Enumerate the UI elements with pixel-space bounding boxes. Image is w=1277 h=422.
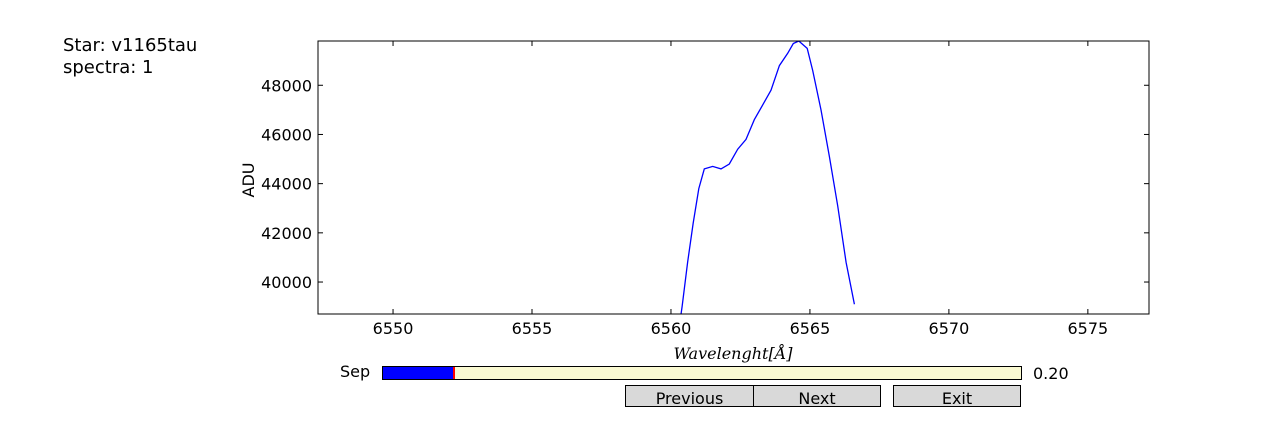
x-tick-label: 6565 bbox=[790, 319, 831, 338]
x-tick-label: 6570 bbox=[929, 319, 970, 338]
spectrum-line bbox=[680, 41, 856, 314]
y-tick-label: 48000 bbox=[261, 76, 312, 95]
x-tick-label: 6575 bbox=[1067, 319, 1108, 338]
y-tick-label: 44000 bbox=[261, 175, 312, 194]
x-tick-label: 6560 bbox=[651, 319, 692, 338]
y-tick-label: 46000 bbox=[261, 125, 312, 144]
sep-slider-label: Sep bbox=[340, 362, 371, 381]
sep-slider-handle[interactable] bbox=[453, 367, 455, 379]
sep-slider-fill bbox=[383, 367, 454, 379]
x-axis-label: Wavelenght[Å] bbox=[673, 343, 793, 363]
exit-button[interactable]: Exit bbox=[893, 385, 1021, 408]
x-tick-label: 6550 bbox=[373, 319, 414, 338]
y-tick-label: 42000 bbox=[261, 224, 312, 243]
x-tick-label: 6555 bbox=[512, 319, 553, 338]
next-button[interactable]: Next bbox=[753, 385, 881, 408]
y-axis-label: ADU bbox=[239, 163, 258, 198]
sep-slider-value: 0.20 bbox=[1033, 364, 1069, 383]
previous-button[interactable]: Previous bbox=[625, 385, 754, 408]
plot-frame bbox=[317, 40, 1150, 315]
sep-slider[interactable] bbox=[382, 366, 1022, 380]
spectra-count-label: spectra: 1 bbox=[63, 57, 154, 78]
star-name-label: Star: v1165tau bbox=[63, 35, 198, 56]
y-tick-label: 40000 bbox=[261, 273, 312, 292]
